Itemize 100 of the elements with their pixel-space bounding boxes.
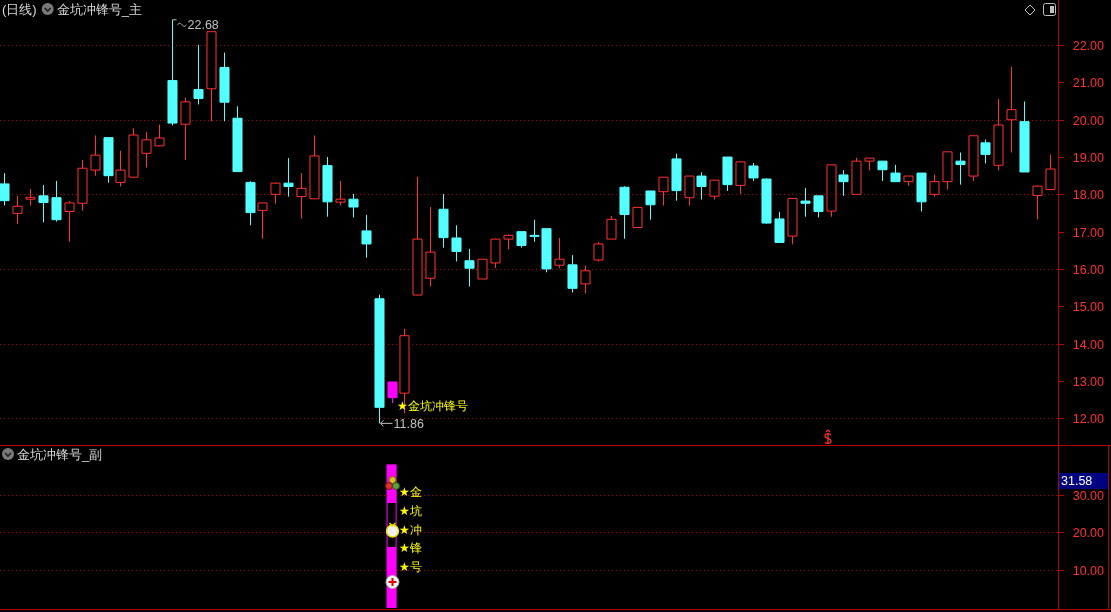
candlestick — [748, 162, 759, 182]
candlestick — [645, 190, 656, 221]
candlestick — [955, 152, 966, 186]
candlestick — [38, 184, 49, 223]
candlestick — [851, 157, 862, 195]
candlestick — [232, 105, 243, 173]
candlestick — [787, 197, 798, 245]
candlestick — [399, 328, 410, 414]
annotation: ★锋 — [399, 541, 422, 556]
candlestick — [942, 151, 953, 190]
y-tick-label: 14.00 — [1072, 337, 1105, 352]
candlestick — [916, 172, 927, 212]
candlestick — [1045, 154, 1056, 190]
chart-title: 金坑冲锋号_副 — [17, 447, 103, 462]
candlestick — [632, 206, 643, 229]
candlestick — [658, 176, 669, 207]
candlestick — [567, 254, 578, 293]
candlestick — [826, 164, 837, 218]
candlestick — [606, 215, 617, 240]
candlestick — [684, 175, 695, 207]
candlestick — [361, 214, 372, 259]
candlestick — [580, 265, 591, 295]
candlestick — [103, 137, 114, 184]
candlestick — [503, 233, 514, 250]
candlestick — [128, 127, 139, 179]
candlestick — [451, 224, 462, 262]
candlestick — [283, 157, 294, 198]
y-tick-label: 16.00 — [1072, 262, 1105, 277]
candlestick — [0, 172, 10, 207]
candlestick — [296, 172, 307, 220]
candlestick — [877, 160, 888, 182]
candlestick — [167, 19, 178, 126]
candlestick — [257, 202, 268, 240]
chart-subtitle: 金坑冲锋号_主 — [56, 2, 142, 17]
candlestick — [77, 159, 88, 212]
y-tick-label: 12.00 — [1072, 411, 1105, 426]
candlestick — [1006, 66, 1017, 154]
candlestick — [761, 177, 772, 225]
candlestick — [309, 134, 320, 200]
candlestick — [464, 248, 475, 287]
annotation: ★号 — [399, 560, 422, 574]
y-tick-label: 13.00 — [1072, 374, 1105, 389]
y-tick-label: 22.00 — [1072, 38, 1105, 53]
candlestick — [593, 241, 604, 262]
candlestick — [12, 195, 23, 225]
y-tick-label: 20.00 — [1072, 525, 1105, 540]
candlestick — [154, 124, 165, 147]
candlestick — [490, 238, 501, 269]
candlestick — [115, 150, 126, 187]
y-tick-label: 19.00 — [1072, 150, 1105, 165]
candlestick — [813, 195, 824, 218]
candlestick — [180, 97, 191, 161]
candlestick — [554, 237, 565, 269]
candlestick — [270, 181, 281, 205]
candlestick — [374, 294, 385, 424]
candlestick — [619, 185, 630, 240]
candlestick — [387, 381, 398, 404]
candlestick — [671, 153, 682, 202]
candlestick — [245, 180, 256, 226]
candlestick — [64, 200, 75, 243]
y-tick-label: 18.00 — [1072, 187, 1105, 202]
candlestick — [696, 171, 707, 201]
candlestick — [929, 174, 940, 198]
candlestick — [90, 134, 101, 177]
annotation: 11.86 — [393, 417, 424, 432]
text: 31.58 — [1061, 474, 1093, 488]
annotation: ★金 — [399, 485, 422, 499]
y-tick-label: 15.00 — [1072, 299, 1105, 314]
candlestick — [903, 175, 914, 187]
y-tick-label: 21.00 — [1072, 75, 1105, 90]
candlestick — [219, 52, 230, 122]
candlestick — [322, 156, 333, 218]
y-tick-label: 30.00 — [1072, 488, 1105, 503]
candlestick — [193, 44, 204, 105]
candlestick — [1019, 100, 1030, 173]
candlestick — [348, 193, 359, 218]
candlestick — [51, 180, 62, 223]
candlestick — [968, 135, 979, 182]
candlestick — [864, 157, 875, 171]
candlestick — [800, 187, 811, 218]
candlestick — [25, 188, 36, 207]
annotation: 22.68 — [187, 17, 219, 32]
chart-title: (日线) — [2, 2, 37, 17]
annotation: ★坑 — [399, 503, 422, 518]
candlestick — [709, 179, 720, 201]
candlestick — [722, 156, 733, 192]
candlestick — [1032, 184, 1043, 220]
candlestick — [735, 160, 746, 195]
y-tick-label: 17.00 — [1072, 225, 1105, 240]
candlestick — [838, 169, 849, 197]
candlestick — [425, 206, 436, 287]
candlestick — [206, 31, 217, 122]
candlestick — [516, 231, 527, 249]
candlestick — [438, 193, 449, 249]
candlestick — [335, 180, 346, 207]
candlestick — [774, 211, 785, 243]
y-tick-label: 10.00 — [1072, 563, 1105, 578]
y-tick-label: 20.00 — [1072, 113, 1105, 128]
annotation: ★冲 — [399, 522, 422, 537]
candlestick — [993, 98, 1004, 171]
